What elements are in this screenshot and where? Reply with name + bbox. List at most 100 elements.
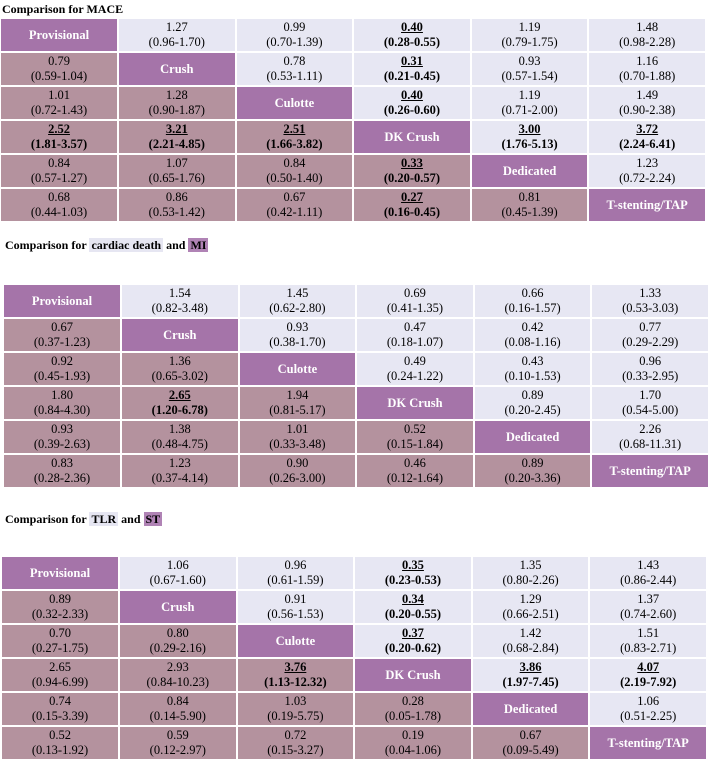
- estimate-value: 1.19: [518, 20, 541, 34]
- confidence-interval: (0.84-10.23): [146, 675, 210, 689]
- table-cell: 1.33 (0.53-3.03): [591, 284, 709, 318]
- confidence-interval: (0.45-1.93): [33, 369, 91, 383]
- confidence-interval: (0.15-3.39): [31, 709, 89, 723]
- table-cell: 3.00 (1.76-5.13): [470, 120, 589, 154]
- table-row: 1.01 (0.72-1.43) 1.28 (0.90-1.87) Culotte 0.4…: [0, 86, 706, 120]
- table-cell: 1.70 (0.54-5.00): [591, 386, 709, 420]
- table-cell: 2.65 (0.94-6.99): [1, 658, 119, 692]
- estimate-value: 1.27: [165, 20, 188, 34]
- treatment-label: Provisional: [0, 18, 118, 52]
- estimate-value: 1.36: [168, 354, 191, 368]
- table-cell: 0.93 (0.39-2.63): [3, 420, 121, 454]
- treatment-label: Dedicated: [473, 420, 592, 454]
- table-cell: 1.03 (0.19-5.75): [236, 692, 355, 726]
- confidence-interval: (0.94-6.99): [31, 675, 89, 689]
- table-cell: 0.49 (0.24-1.22): [356, 352, 474, 386]
- estimate-value: 0.93: [286, 320, 309, 334]
- table-cell: 1.48 (0.98-2.28): [588, 18, 706, 52]
- table-cell: 0.27 (0.16-0.45): [353, 188, 471, 222]
- confidence-interval: (0.29-2.29): [622, 335, 679, 349]
- estimate-value: 1.23: [168, 456, 191, 470]
- estimate-value: 0.28: [402, 694, 424, 708]
- confidence-interval: (0.70-1.39): [266, 35, 323, 49]
- confidence-interval: (0.90-1.87): [148, 103, 205, 117]
- table-cell: 0.84 (0.57-1.27): [0, 154, 118, 188]
- table-cell: 0.90 (0.26-3.00): [238, 454, 357, 488]
- estimate-value: 3.86: [519, 660, 542, 674]
- estimate-value: 1.38: [168, 422, 191, 436]
- confidence-interval: (0.33-3.48): [269, 437, 326, 451]
- estimate-value: 0.52: [49, 728, 71, 742]
- confidence-interval: (0.82-3.48): [151, 301, 208, 315]
- estimate-value: 0.79: [48, 54, 70, 68]
- confidence-interval: (0.72-2.24): [619, 171, 676, 185]
- treatment-label: DK Crush: [353, 120, 471, 154]
- estimate-value: 0.69: [404, 286, 426, 300]
- table-cell: 0.40 (0.28-0.55): [353, 18, 471, 52]
- confidence-interval: (1.66-3.82): [266, 137, 323, 151]
- table-cell: 1.38 (0.48-4.75): [121, 420, 239, 454]
- confidence-interval: (0.08-1.16): [504, 335, 561, 349]
- table-cell: 2.26 (0.68-11.31): [591, 420, 709, 454]
- tlr-label: TLR: [89, 512, 119, 526]
- confidence-interval: (0.20-0.62): [384, 641, 442, 655]
- estimate-value: 1.29: [519, 592, 542, 606]
- estimate-value: 1.35: [519, 558, 542, 572]
- table-cell: 1.36 (0.65-3.02): [121, 352, 239, 386]
- table-cell: 0.91 (0.56-1.53): [236, 590, 355, 624]
- estimate-value: 3.76: [284, 660, 307, 674]
- table-cell: 4.07 (2.19-7.92): [589, 658, 707, 692]
- estimate-value: 0.46: [404, 456, 426, 470]
- table-row: 0.93 (0.39-2.63) 1.38 (0.48-4.75) 1.01 (0.33-…: [3, 420, 709, 454]
- table-row: Provisional 1.06 (0.67-1.60) 0.96 (0.61-1.59…: [1, 556, 707, 590]
- estimate-value: 0.68: [48, 190, 70, 204]
- confidence-interval: (0.41-1.35): [386, 301, 444, 315]
- table-cell: 0.70 (0.27-1.75): [1, 624, 119, 658]
- estimate-value: 0.81: [518, 190, 541, 204]
- estimate-value: 0.47: [404, 320, 426, 334]
- table-row: 0.89 (0.32-2.33) Crush 0.91 (0.56-1.53) 0.34(…: [1, 590, 707, 624]
- table-cell: 0.89 (0.32-2.33): [1, 590, 119, 624]
- estimate-value: 0.91: [284, 592, 307, 606]
- estimate-value: 0.37: [402, 626, 424, 640]
- confidence-interval: (0.59-1.04): [30, 69, 88, 83]
- table-cell: 1.01 (0.72-1.43): [0, 86, 118, 120]
- confidence-interval: (2.19-7.92): [620, 675, 677, 689]
- table-cell: 0.74 (0.15-3.39): [1, 692, 119, 726]
- estimate-value: 0.74: [49, 694, 71, 708]
- estimate-value: 0.35: [402, 558, 424, 572]
- estimate-value: 0.89: [521, 388, 544, 402]
- table-cell: 0.96 (0.33-2.95): [591, 352, 709, 386]
- table-cell: 3.76 (1.13-12.32): [236, 658, 355, 692]
- confidence-interval: (2.21-4.85): [148, 137, 205, 151]
- confidence-interval: (0.12-1.64): [386, 471, 444, 485]
- table-cell: 0.59 (0.12-2.97): [119, 726, 237, 760]
- confidence-interval: (1.76-5.13): [501, 137, 558, 151]
- table-cell: 2.93 (0.84-10.23): [119, 658, 237, 692]
- table-cell: 1.43 (0.86-2.44): [589, 556, 707, 590]
- table-cell: 0.19 (0.04-1.06): [354, 726, 472, 760]
- confidence-interval: (0.32-2.33): [31, 607, 89, 621]
- confidence-interval: (0.81-5.17): [269, 403, 326, 417]
- confidence-interval: (0.57-1.54): [501, 69, 558, 83]
- confidence-interval: (0.20-3.36): [504, 471, 561, 485]
- tlr-st-comparison-table: Provisional 1.06 (0.67-1.60) 0.96 (0.61-1.59…: [1, 556, 707, 760]
- confidence-interval: (0.20-0.57): [383, 171, 441, 185]
- confidence-interval: (0.62-2.80): [269, 301, 326, 315]
- table-cell: 1.01 (0.33-3.48): [238, 420, 357, 454]
- confidence-interval: (0.50-1.40): [266, 171, 323, 185]
- treatment-label: Crush: [119, 590, 237, 624]
- confidence-interval: (0.18-1.07): [386, 335, 444, 349]
- table-cell: 0.43 (0.10-1.53): [473, 352, 592, 386]
- confidence-interval: (0.74-2.60): [620, 607, 677, 621]
- estimate-value: 1.01: [48, 88, 70, 102]
- estimate-value: 0.80: [166, 626, 189, 640]
- confidence-interval: (0.66-2.51): [502, 607, 559, 621]
- confidence-interval: (1.20-6.78): [151, 403, 208, 417]
- mace-title: Comparison for MACE: [2, 2, 124, 16]
- treatment-label: Dedicated: [470, 154, 589, 188]
- treatment-label: Provisional: [1, 556, 119, 590]
- table-cell: 0.52 (0.15-1.84): [356, 420, 474, 454]
- confidence-interval: (0.86-2.44): [620, 573, 677, 587]
- estimate-value: 2.65: [49, 660, 71, 674]
